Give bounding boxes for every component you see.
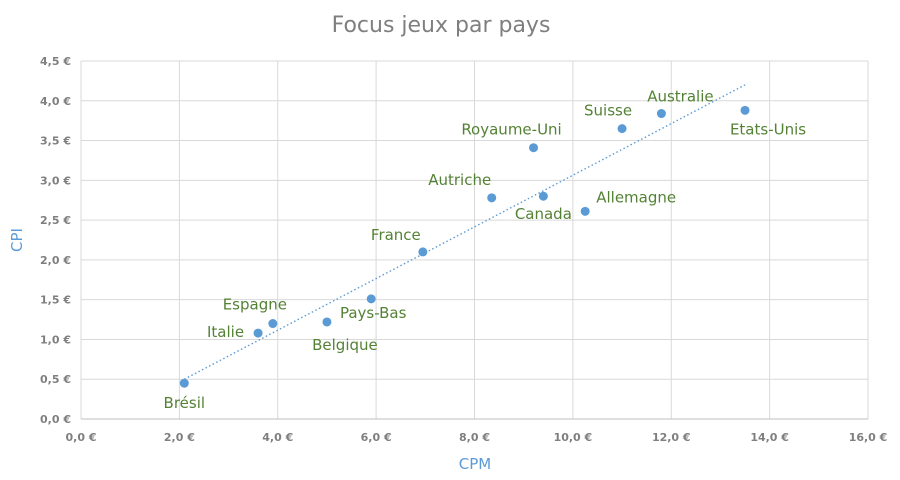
point-label-belgique: Belgique: [312, 336, 378, 354]
y-tick-label: 1,0 €: [40, 333, 71, 346]
data-point-belgique: [322, 317, 332, 327]
point-label-france: France: [371, 226, 421, 244]
data-point-etats-unis: [740, 105, 750, 115]
gridlines: [80, 60, 869, 420]
y-tick-label: 1,5 €: [40, 294, 71, 307]
data-point-australie: [656, 109, 666, 119]
y-tick-label: 3,0 €: [40, 174, 71, 187]
x-tick-label: 6,0 €: [361, 431, 392, 444]
y-axis-title: CPI: [8, 228, 26, 252]
data-point-france: [418, 247, 428, 257]
point-label-canada: Canada: [515, 205, 572, 223]
x-tick-label: 16,0 €: [849, 431, 888, 444]
point-label-australie: Australie: [647, 88, 713, 106]
point-label-allemagne: Allemagne: [596, 188, 676, 206]
x-tick-label: 4,0 €: [262, 431, 293, 444]
point-label-italie: Italie: [207, 323, 244, 341]
y-tick-label: 0,0 €: [40, 413, 71, 426]
data-point-royaume-uni: [529, 143, 539, 153]
x-tick-label: 8,0 €: [459, 431, 490, 444]
point-label-pays-bas: Pays-Bas: [340, 304, 407, 322]
y-tick-label: 0,5 €: [40, 373, 71, 386]
x-tick-label: 10,0 €: [554, 431, 593, 444]
point-label-bresil: Brésil: [164, 394, 206, 412]
data-point-allemagne: [580, 206, 590, 216]
data-point-pays-bas: [366, 294, 376, 304]
x-tick-label: 0,0 €: [66, 431, 97, 444]
data-point-bresil: [179, 378, 189, 388]
point-label-etats-unis: Etats-Unis: [730, 120, 806, 138]
point-labels: Brésil Italie Espagne Belgique Pays-Bas Franc…: [164, 88, 807, 413]
data-points: [179, 105, 750, 388]
point-label-royaume-uni: Royaume-Uni: [461, 121, 561, 139]
data-point-suisse: [617, 124, 627, 134]
y-tick-label: 4,5 €: [40, 55, 71, 68]
y-tick-label: 2,0 €: [40, 254, 71, 267]
y-tick-label: 4,0 €: [40, 95, 71, 108]
x-axis-title: CPM: [459, 455, 491, 473]
tick-labels: 0,0 € 2,0 € 4,0 € 6,0 € 8,0 € 10,0 € 12,0 € 14,…: [40, 55, 887, 444]
data-point-espagne: [268, 319, 278, 329]
y-tick-label: 3,5 €: [40, 135, 71, 148]
chart-title: Focus jeux par pays: [332, 13, 551, 38]
point-label-suisse: Suisse: [584, 102, 632, 120]
x-tick-label: 12,0 €: [652, 431, 691, 444]
trendline-group: [183, 84, 746, 380]
point-label-autriche: Autriche: [428, 171, 491, 189]
trendline: [183, 84, 746, 380]
x-tick-label: 2,0 €: [164, 431, 195, 444]
data-point-autriche: [487, 193, 497, 203]
y-tick-label: 2,5 €: [40, 214, 71, 227]
data-point-italie: [253, 328, 263, 338]
x-tick-label: 14,0 €: [750, 431, 789, 444]
data-point-canada: [538, 191, 548, 201]
point-label-espagne: Espagne: [223, 296, 287, 314]
